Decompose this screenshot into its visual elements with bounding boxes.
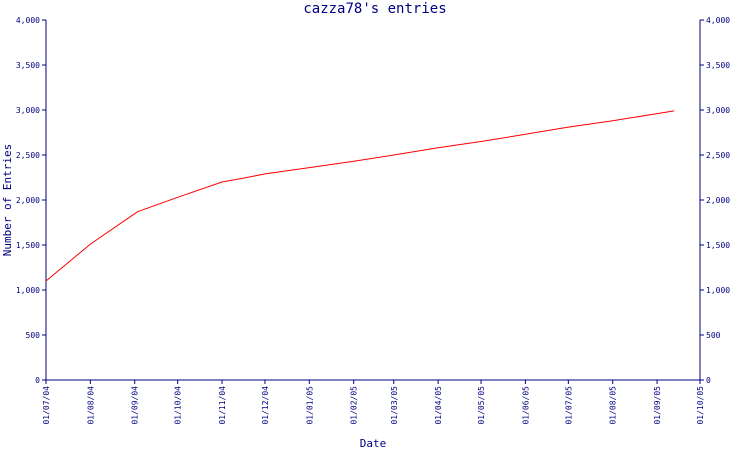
y-tick-label-right: 4,000 — [706, 16, 730, 25]
y-tick-label-right: 1,500 — [706, 241, 730, 250]
y-tick-label-left: 3,000 — [16, 106, 40, 115]
plot-area: 05001,0001,5002,0002,5003,0003,5004,000 … — [16, 16, 730, 425]
y-tick-label-left: 0 — [35, 376, 40, 385]
y-axis-title: Number of Entries — [1, 144, 14, 257]
x-tick-label: 01/08/05 — [609, 386, 618, 425]
x-tick-label: 01/04/05 — [434, 386, 443, 425]
y-tick-label-left: 1,000 — [16, 286, 40, 295]
y-tick-label-left: 500 — [26, 331, 41, 340]
y-tick-label-right: 3,500 — [706, 61, 730, 70]
y-tick-label-left: 4,000 — [16, 16, 40, 25]
x-ticks: 01/07/04 01/08/04 01/09/04 01/10/04 01/11/04… — [42, 380, 705, 425]
y-tick-label-left: 2,500 — [16, 151, 40, 160]
x-tick-label: 01/02/05 — [350, 386, 359, 425]
y-tick-label-right: 500 — [706, 331, 721, 340]
x-tick-label: 01/12/04 — [261, 386, 270, 425]
y-tick-label-right: 1,000 — [706, 286, 730, 295]
x-tick-label: 01/09/05 — [653, 386, 662, 425]
y-tick-label-right: 2,000 — [706, 196, 730, 205]
y-tick-label-left: 2,000 — [16, 196, 40, 205]
series-layer — [45, 110, 675, 282]
x-tick-label: 01/11/04 — [218, 386, 227, 425]
x-tick-label: 01/10/05 — [696, 386, 705, 425]
y-ticks-left: 0 500 1,000 1,500 2,000 2,500 3,000 3,500 4,000 — [16, 16, 46, 385]
x-tick-label: 01/09/04 — [131, 386, 140, 425]
y-tick-label-right: 2,500 — [706, 151, 730, 160]
y-tick-label-right: 3,000 — [706, 106, 730, 115]
chart-title: cazza78's entries — [303, 1, 446, 17]
x-tick-label: 01/06/05 — [521, 386, 530, 425]
y-tick-label-left: 1,500 — [16, 241, 40, 250]
x-tick-label: 01/08/04 — [86, 386, 95, 425]
y-ticks-right: 0 500 1,000 1,500 2,000 2,500 3,000 3,500 4,000 — [700, 16, 730, 385]
x-tick-label: 01/05/05 — [477, 386, 486, 425]
x-tick-label: 01/10/04 — [174, 386, 183, 425]
y-tick-label-left: 3,500 — [16, 61, 40, 70]
x-tick-label: 01/07/05 — [564, 386, 573, 425]
x-axis-title: Date — [360, 437, 387, 450]
x-tick-label: 01/07/04 — [42, 386, 51, 425]
x-tick-label: 01/01/05 — [305, 386, 314, 425]
x-tick-label: 01/03/05 — [390, 386, 399, 425]
series-line — [45, 110, 675, 282]
y-tick-label-right: 0 — [706, 376, 711, 385]
